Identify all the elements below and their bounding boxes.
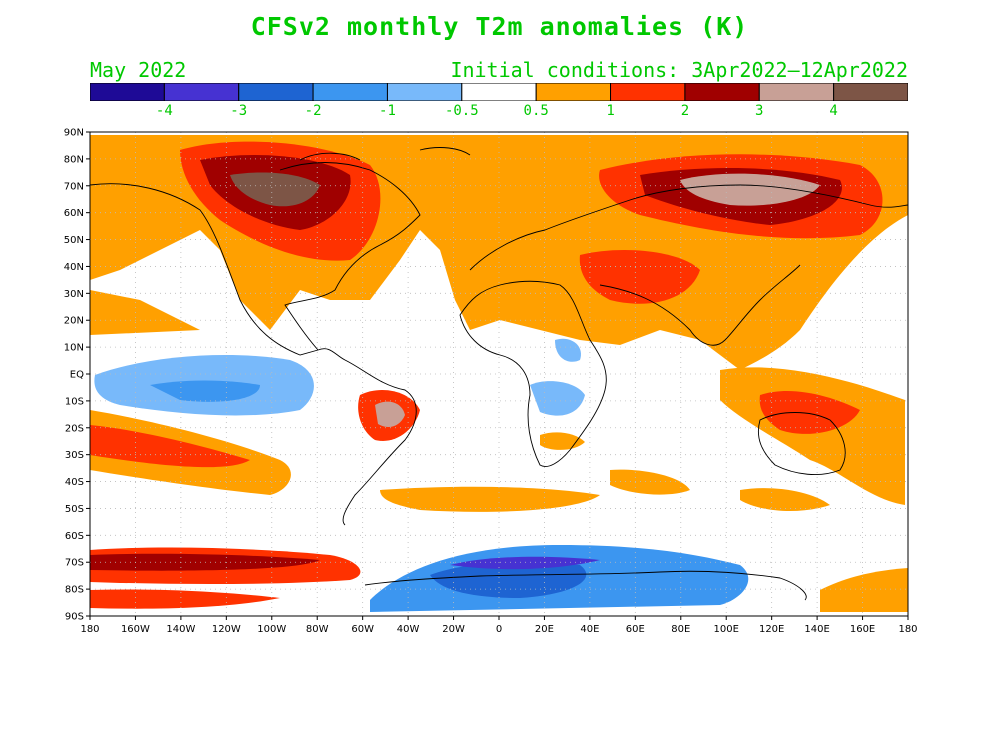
- latitude-label: 90N: [64, 128, 84, 139]
- longitude-label: 120W: [212, 624, 241, 635]
- colorbar-labels: -4 -3 -2 -1 -0.5 0.5 1 2 3 4: [0, 103, 999, 121]
- latitude-label: 90S: [65, 612, 84, 623]
- latitude-labels: 90N 80N 70N 60N 50N 40N 30N 20N 10N EQ 10S 20S 30S 40…: [64, 128, 84, 623]
- latitude-label: 50S: [65, 504, 84, 515]
- longitude-label: 180: [898, 624, 917, 635]
- colorbar-label: -1: [379, 103, 396, 119]
- longitude-label: 100E: [714, 624, 739, 635]
- colorbar-label: -4: [155, 103, 173, 119]
- latitude-label: 70N: [64, 181, 84, 192]
- colorbar-label: 0.5: [523, 103, 549, 119]
- axis-ticks: [86, 131, 909, 620]
- colorbar-label: 1: [606, 103, 615, 119]
- colorbar-label: -0.5: [444, 103, 479, 119]
- longitude-label: 100W: [257, 624, 286, 635]
- colorbar-label: -2: [304, 103, 322, 119]
- latitude-label: 10S: [65, 396, 84, 407]
- latitude-label: 30S: [65, 450, 84, 461]
- latitude-label: 20N: [64, 316, 84, 327]
- longitude-label: 140W: [166, 624, 195, 635]
- longitude-label: 20W: [442, 624, 465, 635]
- latitude-label: 50N: [64, 235, 84, 246]
- latitude-label: 40S: [65, 477, 84, 488]
- latitude-label: 60S: [65, 531, 84, 542]
- longitude-label: 0: [496, 624, 502, 635]
- longitude-label: 160E: [850, 624, 875, 635]
- latitude-label: 60N: [64, 208, 84, 219]
- latitude-label: 80S: [65, 585, 84, 596]
- latitude-label: 10N: [64, 343, 84, 354]
- latitude-label: 40N: [64, 262, 84, 273]
- latitude-label: 20S: [65, 423, 84, 434]
- forecast-month: May 2022: [90, 58, 187, 82]
- colorbar-label: 2: [680, 103, 690, 119]
- longitude-label: 160W: [121, 624, 150, 635]
- map-title: CFSv2 monthly T2m anomalies (K): [250, 12, 749, 41]
- longitude-label: 60W: [351, 624, 374, 635]
- coastlines: [90, 147, 908, 601]
- longitude-labels: 180 160W 140W 120W 100W 80W 60W 40W 20W 0 20E 40E 60…: [80, 624, 917, 635]
- longitude-label: 40E: [580, 624, 599, 635]
- latitude-label: 70S: [65, 558, 84, 569]
- longitude-label: 180: [80, 624, 99, 635]
- longitude-label: 80E: [671, 624, 690, 635]
- latitude-label: 30N: [64, 289, 84, 300]
- map-grid: [90, 132, 908, 616]
- longitude-label: 140E: [804, 624, 829, 635]
- colorbar-label: 4: [829, 103, 838, 119]
- colorbar: [90, 83, 908, 101]
- latitude-label: EQ: [70, 370, 84, 381]
- latitude-label: 80N: [64, 154, 84, 165]
- colorbar-label: -3: [230, 103, 248, 119]
- longitude-label: 60E: [626, 624, 645, 635]
- longitude-label: 120E: [759, 624, 784, 635]
- initial-conditions: Initial conditions: 3Apr2022–12Apr2022: [450, 58, 908, 82]
- colorbar-label: 3: [755, 103, 764, 119]
- longitude-label: 80W: [306, 624, 329, 635]
- longitude-label: 20E: [535, 624, 554, 635]
- longitude-label: 40W: [397, 624, 420, 635]
